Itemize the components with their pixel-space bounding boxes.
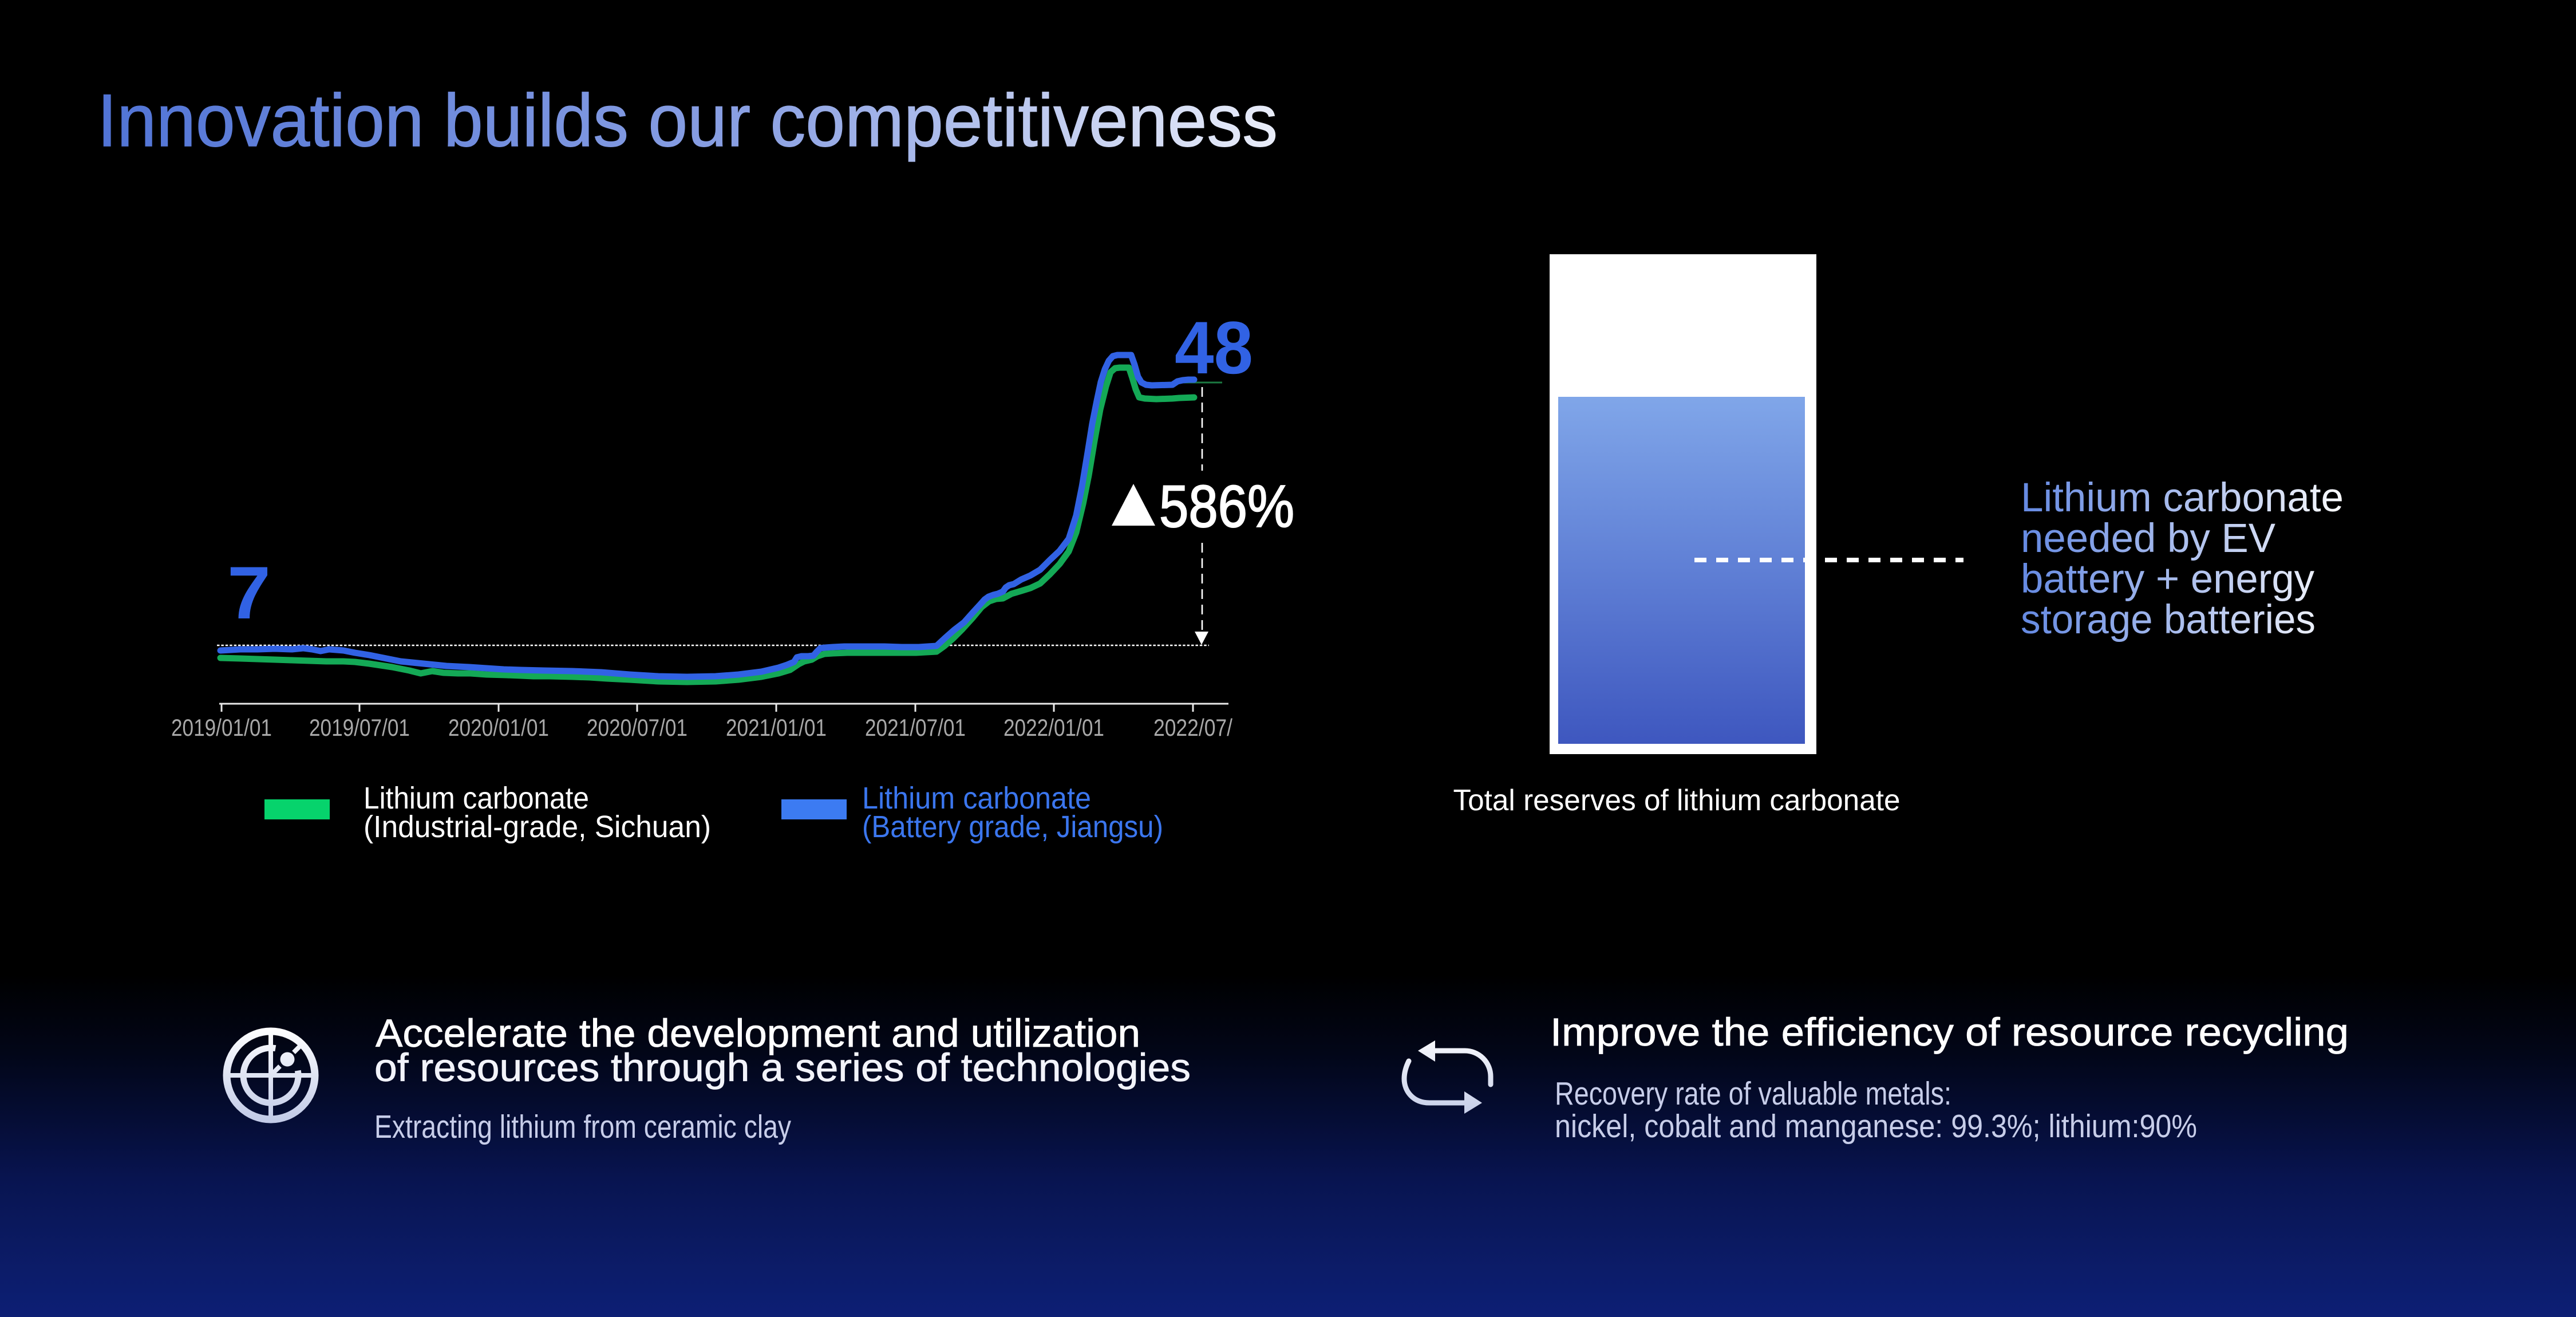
svg-text:needed by EV: needed by EV — [2021, 516, 2276, 561]
svg-text:7: 7 — [227, 551, 271, 634]
svg-text:2022/01/01: 2022/01/01 — [1003, 714, 1104, 741]
svg-text:2022/07/: 2022/07/ — [1153, 714, 1232, 741]
svg-text:of resources through a series: of resources through a series of technol… — [374, 1046, 1191, 1090]
svg-text:2020/01/01: 2020/01/01 — [448, 714, 549, 741]
svg-text:storage batteries: storage batteries — [2021, 597, 2316, 642]
svg-text:Accelerate the development and: Accelerate the development and utilizati… — [376, 1011, 1140, 1055]
svg-text:Recovery rate of valuable meta: Recovery rate of valuable metals: — [1555, 1075, 1951, 1112]
svg-text:2019/07/01: 2019/07/01 — [309, 714, 410, 741]
svg-text:Lithium carbonate: Lithium carbonate — [2021, 475, 2344, 521]
svg-text:48: 48 — [1175, 306, 1253, 389]
svg-text:2020/07/01: 2020/07/01 — [587, 714, 688, 741]
svg-text:2021/01/01: 2021/01/01 — [726, 714, 827, 741]
svg-text:battery + energy: battery + energy — [2021, 557, 2314, 602]
svg-text:nickel, cobalt and manganese:: nickel, cobalt and manganese: 99.3%; lit… — [1555, 1108, 2197, 1145]
svg-text:586%: 586% — [1159, 474, 1294, 540]
svg-text:(Battery grade, Jiangsu): (Battery grade, Jiangsu) — [862, 810, 1163, 844]
svg-text:(Industrial-grade, Sichuan): (Industrial-grade, Sichuan) — [364, 810, 711, 844]
svg-text:Innovation builds our competit: Innovation builds our competitiveness — [97, 78, 1278, 162]
svg-text:2021/07/01: 2021/07/01 — [865, 714, 966, 741]
svg-text:Lithium carbonate: Lithium carbonate — [862, 781, 1091, 815]
svg-text:Lithium carbonate: Lithium carbonate — [364, 781, 589, 815]
svg-text:2019/01/01: 2019/01/01 — [171, 714, 272, 741]
svg-text:Improve the efficiency of reso: Improve the efficiency of resource recyc… — [1550, 1010, 2349, 1054]
svg-text:Total reserves of lithium carb: Total reserves of lithium carbonate — [1453, 784, 1901, 817]
svg-text:Extracting lithium from cerami: Extracting lithium from ceramic clay — [374, 1109, 791, 1145]
